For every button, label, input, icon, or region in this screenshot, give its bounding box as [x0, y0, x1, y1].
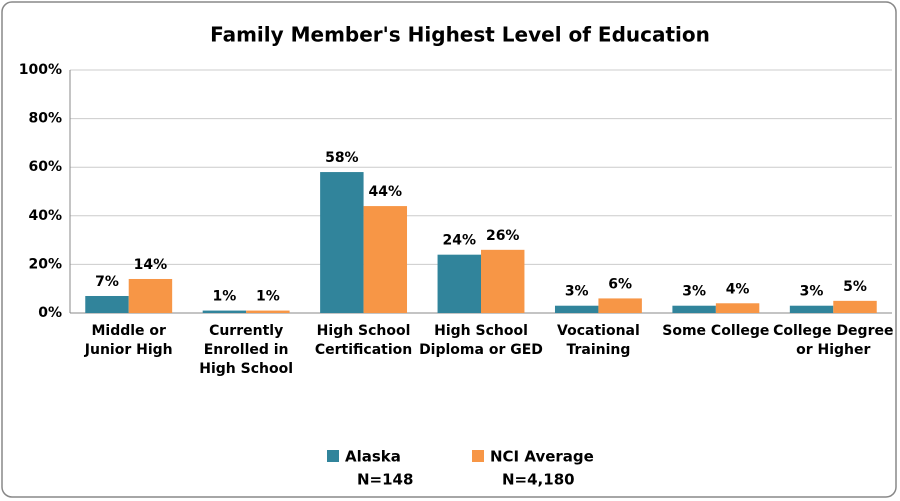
y-tick-label: 40% — [28, 208, 62, 224]
bar — [481, 249, 525, 313]
y-tick-label: 80% — [28, 111, 62, 127]
bar — [437, 254, 481, 313]
y-tick-label: 100% — [19, 62, 62, 78]
bar — [833, 300, 877, 313]
bar — [715, 303, 760, 313]
bar — [128, 278, 173, 313]
value-label: 3% — [800, 284, 824, 300]
legend-swatch — [327, 450, 339, 462]
legend-label: NCI Average — [490, 448, 594, 466]
chart-title: Family Member's Highest Level of Educati… — [210, 23, 710, 47]
x-tick-label: College Degree or Higher — [773, 323, 894, 358]
x-tick-label: High School Diploma or GED — [419, 323, 543, 358]
value-label: 26% — [486, 228, 520, 244]
value-label: 6% — [608, 276, 632, 292]
value-label: 3% — [682, 284, 706, 300]
value-label: 58% — [325, 150, 359, 166]
legend-note: N=4,180 — [502, 471, 575, 489]
bar — [246, 310, 290, 313]
bar — [363, 206, 408, 313]
x-tick-label: Some College — [662, 323, 770, 339]
x-tick-label: Currently Enrolled in High School — [199, 323, 294, 377]
value-label: 14% — [134, 257, 168, 273]
bar — [85, 295, 129, 313]
value-label: 5% — [843, 279, 867, 295]
value-label: 3% — [565, 284, 589, 300]
value-label: 4% — [726, 281, 750, 297]
value-label: 1% — [213, 289, 237, 305]
bar — [320, 172, 364, 313]
legend-swatch — [472, 450, 484, 462]
bar — [598, 298, 642, 313]
value-label: 24% — [443, 233, 477, 249]
y-tick-label: 60% — [28, 159, 62, 175]
bar — [672, 305, 716, 313]
y-tick-label: 20% — [28, 256, 62, 272]
x-tick-label: Vocational Training — [557, 323, 640, 358]
y-tick-label: 0% — [38, 305, 62, 321]
bar — [789, 305, 834, 313]
bar — [554, 305, 599, 313]
legend-note: N=148 — [357, 471, 413, 489]
value-label: 44% — [369, 184, 403, 200]
x-tick-label: Middle or Junior High — [84, 323, 173, 358]
legend-label: Alaska — [345, 448, 401, 466]
value-label: 7% — [95, 274, 119, 290]
value-label: 1% — [256, 289, 280, 305]
x-tick-label: High School Certification — [314, 323, 413, 358]
bar — [202, 310, 247, 313]
